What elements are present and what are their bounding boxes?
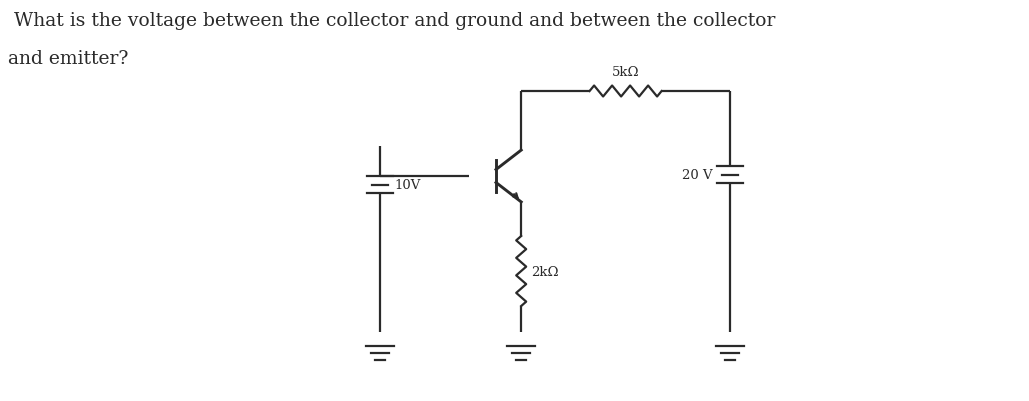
Text: and emitter?: and emitter? <box>8 50 129 68</box>
Text: 10V: 10V <box>394 178 421 192</box>
Text: 5kΩ: 5kΩ <box>612 66 639 79</box>
Text: What is the voltage between the collector and ground and between the collector: What is the voltage between the collecto… <box>8 12 776 30</box>
Text: 20 V: 20 V <box>682 168 713 182</box>
Text: 2kΩ: 2kΩ <box>531 265 559 278</box>
